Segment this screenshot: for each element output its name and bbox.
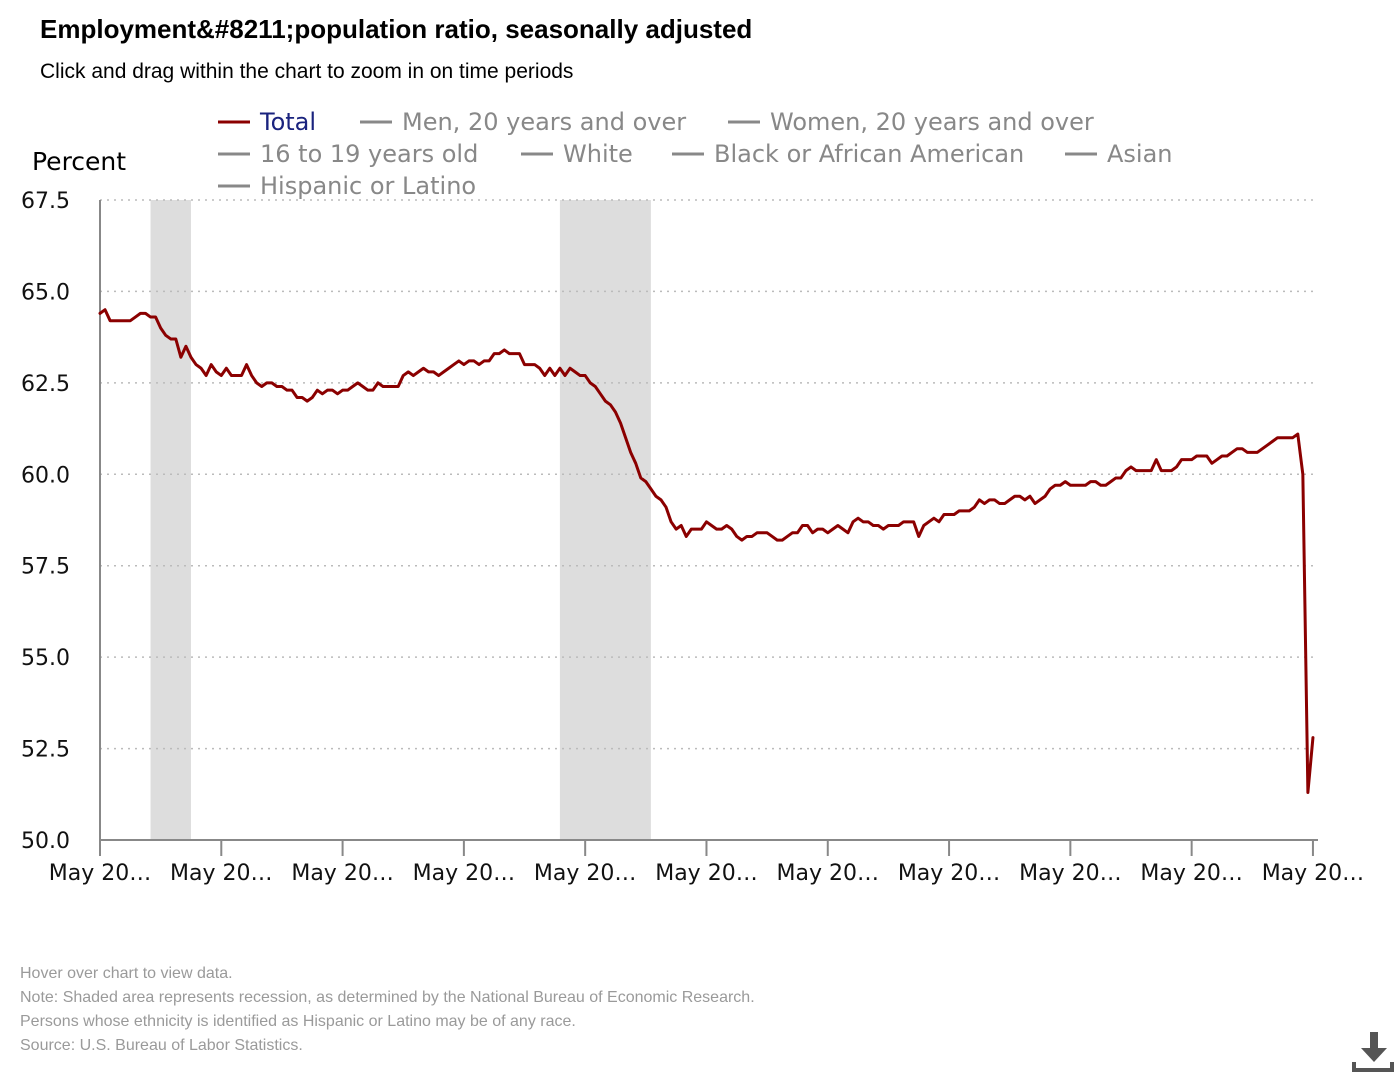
x-tick-label: May 20…	[534, 861, 636, 886]
y-tick-label: 55.0	[21, 646, 70, 671]
y-tick-label: 65.0	[21, 280, 70, 305]
legend-label: 16 to 19 years old	[260, 140, 478, 168]
legend-item-2[interactable]: Men, 20 years and over	[360, 108, 686, 136]
y-axis-label: Percent	[32, 147, 126, 176]
y-tick-label: 57.5	[21, 555, 70, 580]
download-icon	[1352, 1032, 1394, 1072]
chart-title: Employment&#8211;population ratio, seaso…	[40, 14, 753, 44]
x-tick-label: May 20…	[1140, 861, 1242, 886]
x-tick-label: May 20…	[170, 861, 272, 886]
legend-item-5[interactable]: White	[521, 140, 633, 168]
legend: Total Men, 20 years and over Women, 20 yea…	[218, 108, 1173, 200]
y-tick-label: 50.0	[21, 829, 70, 854]
y-tick-label: 52.5	[21, 738, 70, 763]
chart-notes: Hover over chart to view data. Note: Sha…	[20, 962, 755, 1058]
x-axis: May 20… May 20… May 20… May 20… May 20… May 2…	[49, 839, 1364, 886]
hispanic-note: Persons whose ethnicity is identified as…	[20, 1013, 576, 1030]
x-tick-label: May 20…	[898, 861, 1000, 886]
y-tick-label: 60.0	[21, 463, 70, 488]
legend-item-1[interactable]: Total	[218, 108, 316, 136]
x-tick-label: May 20…	[49, 861, 151, 886]
x-tick-label: May 20…	[413, 861, 515, 886]
recession-band-2	[559, 200, 651, 840]
source-note: Source: U.S. Bureau of Labor Statistics.	[20, 1037, 303, 1054]
chart-subtitle: Click and drag within the chart to zoom …	[40, 60, 574, 83]
legend-item-8[interactable]: Hispanic or Latino	[218, 172, 476, 200]
legend-item-6[interactable]: Black or African American	[672, 140, 1024, 168]
recession-shading	[150, 200, 651, 840]
legend-label: Women, 20 years and over	[770, 108, 1094, 136]
legend-item-4[interactable]: 16 to 19 years old	[218, 140, 478, 168]
series-line-1[interactable]	[98, 308, 1315, 794]
legend-label: Men, 20 years and over	[402, 108, 686, 136]
recession-band-1	[150, 200, 191, 840]
x-tick-label: May 20…	[655, 861, 757, 886]
legend-label: Black or African American	[714, 140, 1024, 168]
legend-item-7[interactable]: Asian	[1065, 140, 1173, 168]
x-tick-label: May 20…	[777, 861, 879, 886]
y-tick-label: 62.5	[21, 372, 70, 397]
gridlines	[100, 199, 1318, 750]
x-tick-label: May 20…	[1262, 861, 1364, 886]
download-button[interactable]	[1350, 1028, 1394, 1074]
hover-note: Hover over chart to view data.	[20, 965, 233, 982]
legend-label: Total	[259, 108, 316, 136]
legend-label: Asian	[1107, 140, 1173, 168]
legend-label: White	[563, 140, 633, 168]
series-lines[interactable]	[98, 308, 1315, 794]
x-tick-label: May 20…	[1019, 861, 1121, 886]
legend-item-3[interactable]: Women, 20 years and over	[728, 108, 1094, 136]
y-axis: 50.0 52.5 55.0 57.5 60.0 62.5 65.0 67.5	[21, 189, 101, 854]
y-tick-label: 67.5	[21, 189, 70, 214]
recession-note: Note: Shaded area represents recession, …	[20, 989, 755, 1006]
x-tick-label: May 20…	[291, 861, 393, 886]
line-chart[interactable]: Total Men, 20 years and over Women, 20 yea…	[0, 0, 1400, 940]
legend-label: Hispanic or Latino	[260, 172, 476, 200]
